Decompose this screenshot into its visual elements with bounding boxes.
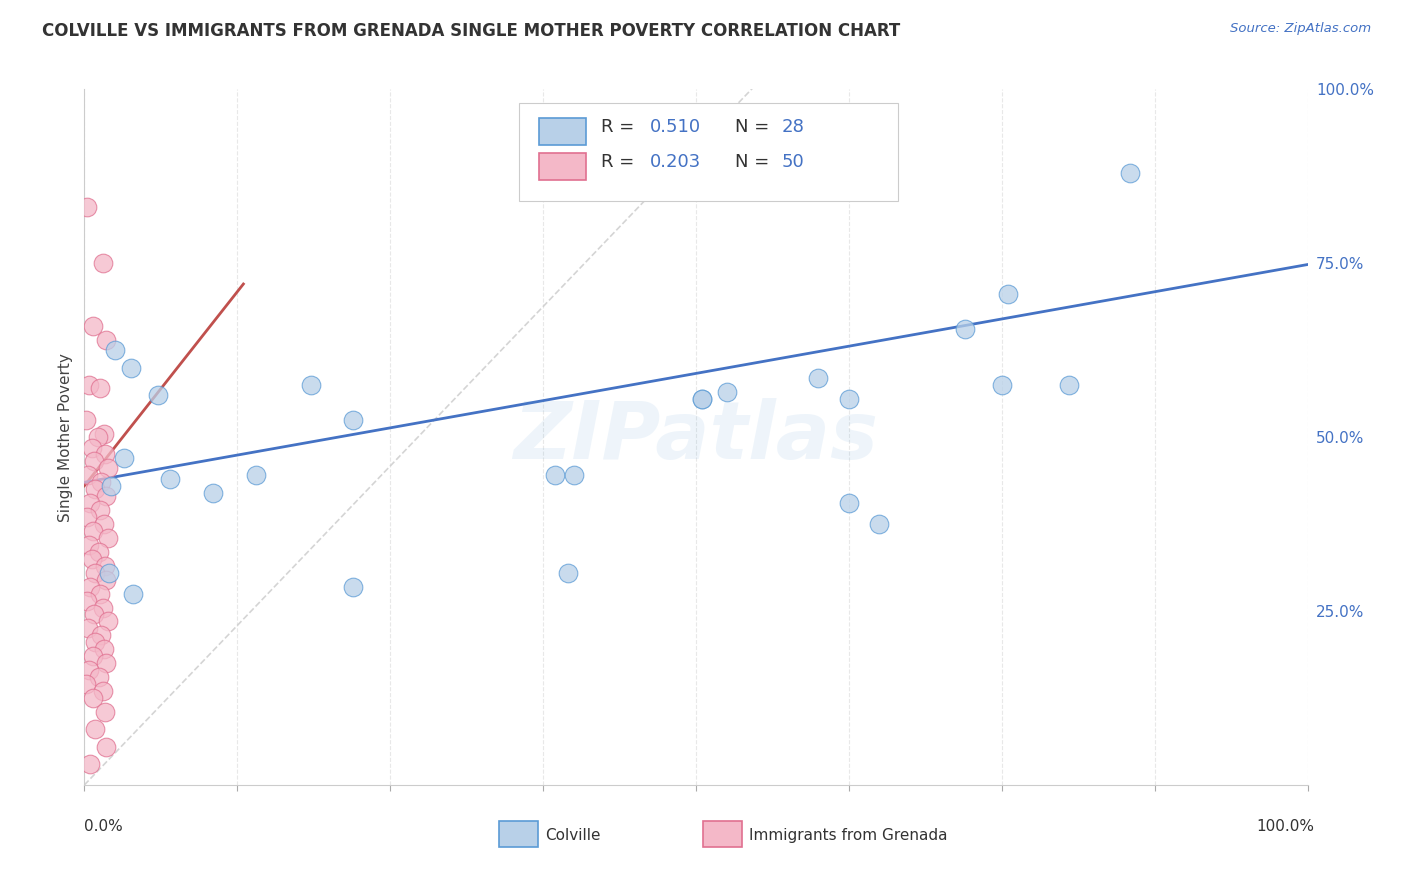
Point (93, 426, 115, 441)
Point (112, 450, 135, 465)
Point (838, 496, 860, 510)
Text: 50: 50 (782, 153, 804, 171)
Point (87, 430, 110, 444)
Point (76, 510, 98, 524)
Point (90, 628, 112, 642)
Point (562, 468, 585, 483)
Text: 0.203: 0.203 (650, 153, 700, 171)
Point (77, 468, 100, 483)
Point (79, 580, 101, 594)
Text: R =: R = (600, 119, 640, 136)
Point (690, 392, 713, 406)
Point (690, 392, 713, 406)
Point (96, 739, 118, 754)
Text: R =: R = (600, 153, 640, 171)
Point (82, 318, 104, 333)
Point (75, 677, 97, 691)
Point (96, 489, 118, 503)
Point (159, 472, 181, 486)
Point (991, 378, 1014, 392)
Point (146, 388, 169, 402)
Point (122, 587, 145, 601)
Text: Colville: Colville (546, 829, 600, 843)
Point (342, 580, 364, 594)
Point (342, 412, 364, 426)
Text: 0.510: 0.510 (650, 119, 700, 136)
Point (94, 705, 117, 719)
Text: Source: ZipAtlas.com: Source: ZipAtlas.com (1230, 22, 1371, 36)
FancyBboxPatch shape (519, 103, 898, 201)
Point (838, 392, 860, 406)
Point (83, 607, 105, 622)
Text: Immigrants from Grenada: Immigrants from Grenada (749, 829, 948, 843)
Point (89, 587, 111, 601)
Point (75, 412, 97, 426)
Point (82, 690, 104, 705)
Point (97, 531, 120, 545)
Point (953, 322, 976, 336)
Point (299, 378, 322, 392)
Point (96, 573, 118, 587)
Point (90, 475, 112, 490)
Point (83, 454, 105, 468)
Text: N =: N = (735, 119, 775, 136)
Text: COLVILLE VS IMMIGRANTS FROM GRENADA SINGLE MOTHER POVERTY CORRELATION CHART: COLVILLE VS IMMIGRANTS FROM GRENADA SING… (42, 22, 900, 40)
Point (84, 723, 107, 737)
Point (76, 593, 98, 607)
Point (84, 635, 107, 649)
Point (89, 381, 111, 395)
Point (84, 482, 107, 496)
Y-axis label: Single Mother Poverty: Single Mother Poverty (58, 352, 73, 522)
Point (77, 663, 100, 677)
Point (80, 551, 103, 566)
Point (82, 649, 104, 664)
Text: 100.0%: 100.0% (1257, 819, 1315, 834)
Point (716, 384, 738, 399)
Text: 28: 28 (782, 119, 804, 136)
Point (120, 360, 142, 375)
Point (869, 516, 891, 531)
Point (93, 642, 115, 657)
Point (96, 657, 118, 671)
Point (97, 615, 120, 629)
Point (201, 485, 224, 500)
Point (82, 524, 104, 538)
Point (77, 378, 100, 392)
Point (79, 496, 101, 510)
Point (94, 447, 117, 462)
Point (93, 516, 115, 531)
Point (544, 468, 567, 483)
Point (97, 461, 120, 475)
Point (1119, 166, 1142, 180)
Point (245, 468, 267, 483)
Point (80, 441, 103, 455)
Text: 0.0%: 0.0% (84, 819, 124, 834)
Point (77, 621, 100, 635)
Point (79, 757, 101, 772)
FancyBboxPatch shape (540, 119, 586, 145)
Text: ZIPatlas: ZIPatlas (513, 398, 879, 476)
Point (84, 566, 107, 580)
Point (87, 670, 110, 684)
Point (100, 479, 122, 493)
Point (77, 538, 100, 552)
Point (87, 545, 110, 559)
Point (807, 371, 830, 385)
Point (89, 503, 111, 517)
Point (1057, 378, 1080, 392)
Point (557, 566, 579, 580)
Point (97, 566, 120, 580)
FancyBboxPatch shape (540, 153, 586, 179)
Point (104, 343, 127, 357)
Point (91, 600, 114, 615)
Point (91, 684, 114, 698)
Text: N =: N = (735, 153, 775, 171)
Point (91, 256, 114, 270)
Point (997, 287, 1019, 301)
Point (76, 201, 98, 215)
Point (96, 333, 118, 347)
Point (94, 558, 117, 573)
